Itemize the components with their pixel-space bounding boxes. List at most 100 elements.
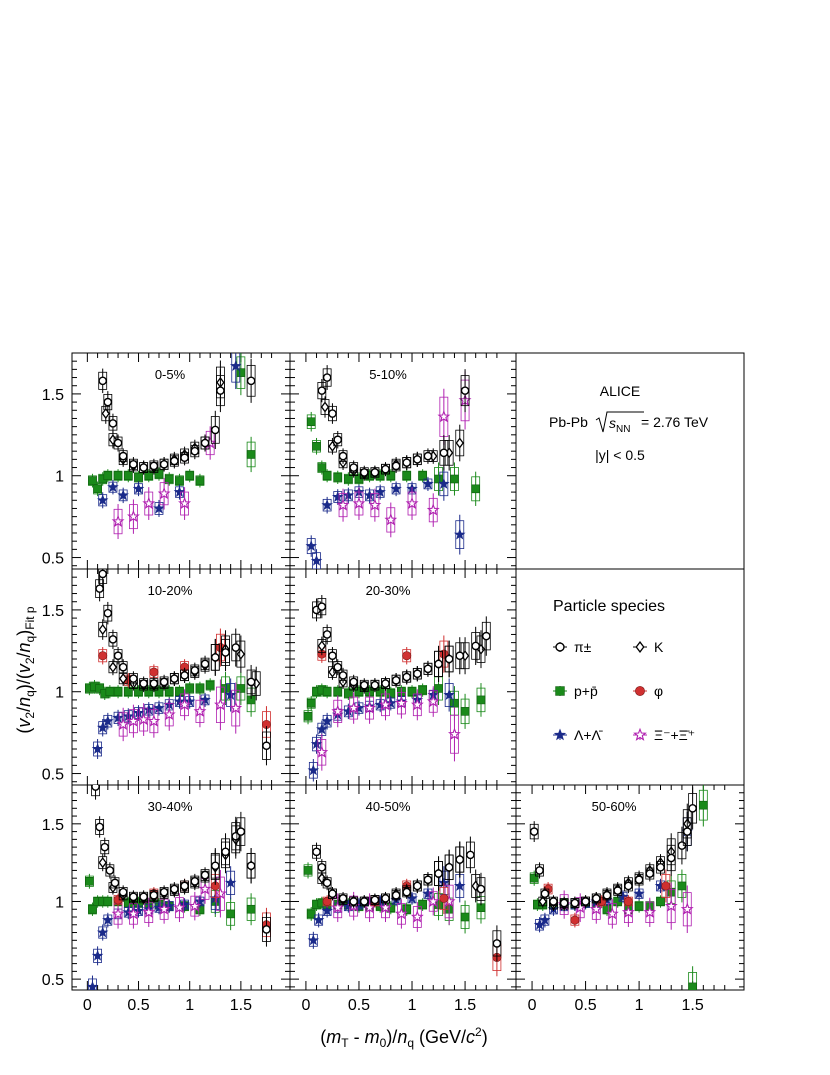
- syst-box: [407, 491, 417, 516]
- Lambda-point: [96, 926, 109, 938]
- pi-point: [210, 425, 220, 435]
- syst-box: [175, 897, 184, 919]
- phi-point: [439, 893, 449, 903]
- Lambda-point: [173, 486, 186, 497]
- p-point: [375, 687, 385, 697]
- Lambda-point: [97, 494, 109, 506]
- Xi-point: [395, 907, 408, 920]
- Xi-point: [193, 704, 207, 717]
- pi-point: [391, 461, 401, 471]
- K-point: [320, 401, 330, 413]
- phi-point: [322, 896, 332, 906]
- p-point: [154, 687, 164, 697]
- pi-point: [471, 641, 480, 651]
- syst-box: [397, 691, 406, 715]
- p-point: [402, 904, 412, 914]
- pi-point: [200, 870, 210, 880]
- syst-box: [93, 741, 102, 757]
- syst-box: [682, 892, 692, 927]
- panel-points: [303, 836, 502, 977]
- Xi-point: [137, 712, 151, 726]
- pi-point: [262, 741, 271, 751]
- centrality-label: 5-10%: [369, 367, 407, 382]
- syst-box: [98, 721, 108, 735]
- syst-box: [338, 493, 348, 518]
- K-point: [98, 857, 107, 869]
- syst-box: [118, 712, 128, 737]
- Xi-point: [331, 900, 345, 914]
- Lambda-point: [321, 904, 333, 916]
- syst-box: [412, 693, 422, 717]
- p-point: [303, 866, 313, 875]
- Xi-point: [178, 496, 191, 510]
- pi-point: [391, 890, 401, 900]
- syst-box: [365, 696, 374, 720]
- pi-point: [95, 822, 104, 832]
- Lambda-point: [132, 706, 145, 718]
- p-point: [450, 474, 459, 484]
- Lambda-point: [107, 481, 119, 493]
- syst-box: [645, 901, 655, 923]
- pi-point: [180, 453, 189, 463]
- Xi-point: [589, 902, 603, 915]
- syst-box: [381, 693, 390, 717]
- panel-points: [305, 365, 481, 569]
- syst-box: [129, 709, 138, 734]
- p-point: [471, 484, 480, 494]
- p-point: [699, 800, 708, 810]
- Xi-point: [448, 727, 461, 740]
- Xi-point: [147, 714, 161, 727]
- pi-point: [333, 435, 343, 445]
- Xi-point: [437, 410, 451, 423]
- pi-point: [231, 643, 241, 652]
- x-tick-label: 1: [408, 997, 417, 1014]
- centrality-label: 10-20%: [148, 583, 193, 598]
- Xi-point: [368, 498, 382, 511]
- p-point: [221, 684, 230, 693]
- K-point: [471, 880, 480, 892]
- pi-point: [476, 884, 486, 894]
- Xi-point: [178, 698, 191, 711]
- pi-point: [434, 869, 443, 878]
- Lambda-point: [194, 895, 206, 907]
- Xi-point: [605, 907, 619, 920]
- pi-point: [210, 861, 220, 871]
- pi-point: [413, 455, 422, 464]
- pi-point: [216, 386, 225, 395]
- x-tick-label: 0.5: [574, 997, 596, 1014]
- p-point: [434, 684, 443, 693]
- syst-box: [444, 683, 454, 707]
- pi-point: [444, 654, 454, 664]
- legend-title: Particle species: [553, 598, 665, 615]
- Xi-point: [127, 907, 140, 920]
- Lambda-point: [312, 914, 325, 926]
- Xi-point: [188, 899, 202, 912]
- p-point: [226, 909, 235, 919]
- Xi-point: [664, 899, 678, 912]
- pi-point: [529, 827, 539, 836]
- experiment-label: ALICE: [600, 383, 640, 399]
- pi-point: [103, 397, 113, 407]
- Lambda-point: [102, 914, 114, 925]
- Lambda-point: [374, 486, 386, 497]
- x-tick-label: 0: [528, 997, 537, 1014]
- syst-box: [216, 876, 225, 911]
- Lambda-point: [453, 528, 466, 540]
- pi-point: [338, 894, 348, 903]
- p-point: [529, 873, 539, 883]
- pi-point: [129, 674, 138, 683]
- pi-point: [423, 664, 433, 674]
- legend-label-phi: φ: [654, 683, 663, 699]
- pi-point: [98, 376, 108, 386]
- K-point: [317, 872, 327, 884]
- p-point: [418, 471, 427, 481]
- pi-point: [328, 409, 337, 418]
- syst-box: [164, 702, 174, 727]
- y-tick-label: 1.5: [42, 387, 64, 404]
- y-tick-label: 1: [55, 894, 64, 911]
- x-tick-label: 0: [83, 997, 92, 1014]
- panel-frame: [71, 352, 291, 570]
- panel-frames: 0-5% 0.5 1 1.5 5-10% 10-20% 0.5 1 1.5 20-30% 30-40…: [42, 352, 745, 1014]
- legend-marker-K: [635, 640, 645, 654]
- pi-point: [591, 894, 601, 903]
